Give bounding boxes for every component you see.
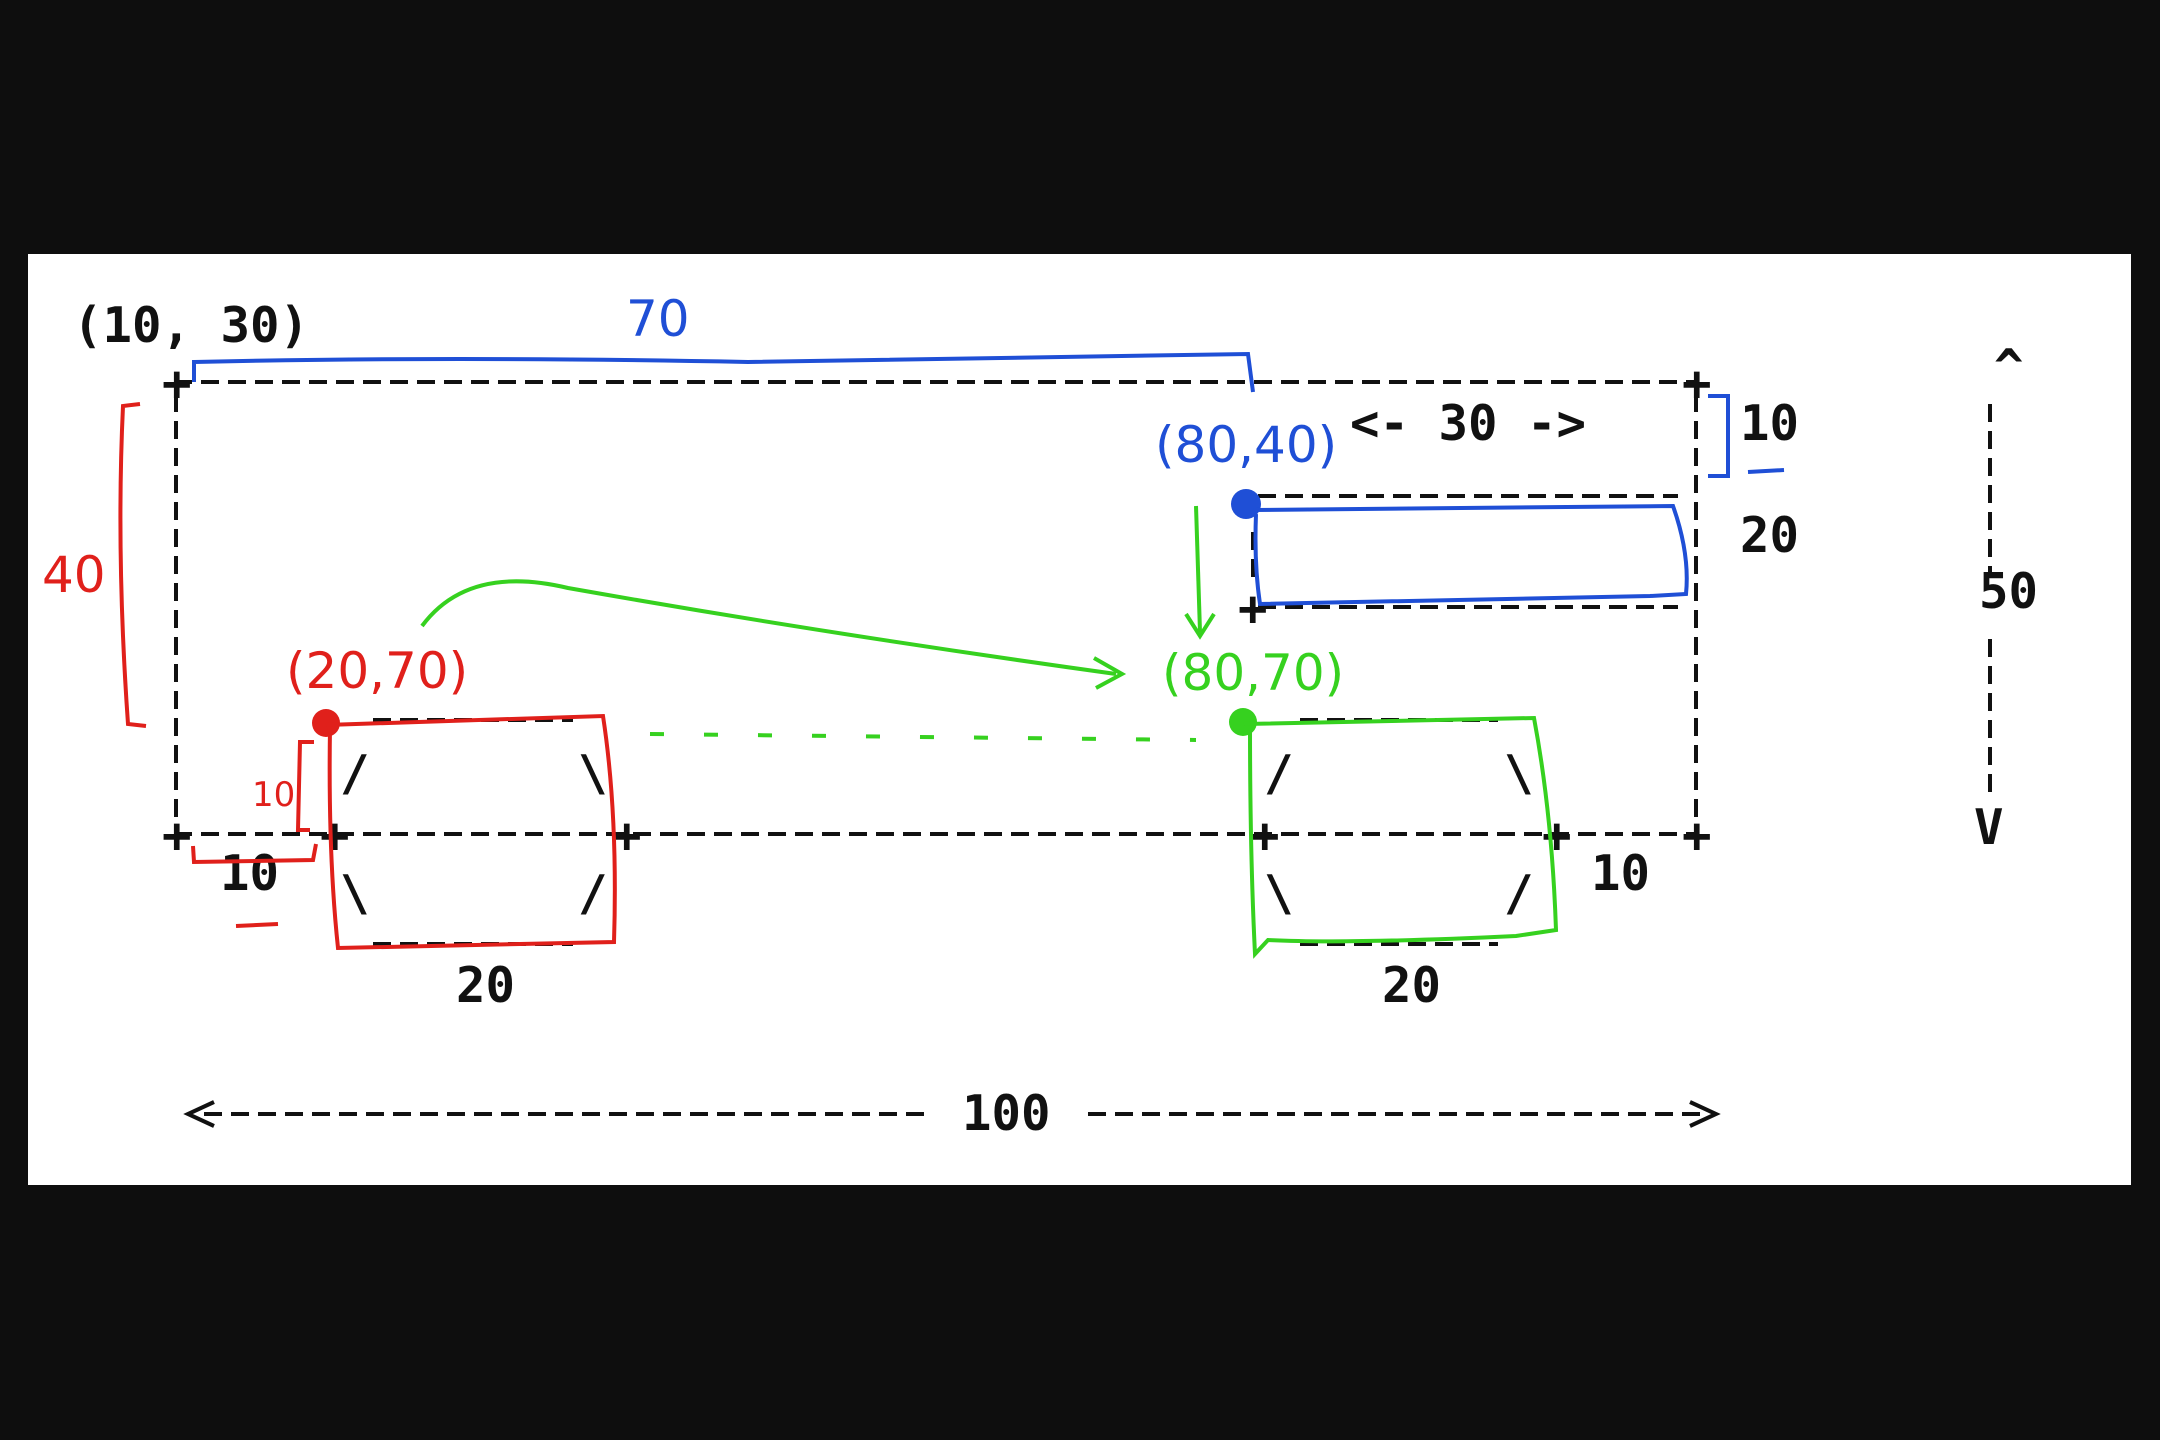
slash: \ [578, 745, 608, 802]
slash: / [340, 745, 370, 802]
slash: / [1504, 865, 1534, 922]
ten-underline [235, 922, 279, 928]
red-point-label: (20,70) [286, 642, 468, 700]
translation-dotted-line [649, 732, 1197, 742]
blue-point-label: (80,40) [1155, 416, 1337, 474]
bottom-ten-bracket [191, 843, 318, 865]
ten-underline [1747, 468, 1785, 474]
corner-plus: + [162, 355, 192, 412]
corner-plus: + [162, 807, 192, 864]
red-annotations: 40 (20,70) 10 [42, 402, 617, 951]
slash: / [1264, 745, 1294, 802]
horizontal-dimension-hundred [183, 1100, 1721, 1128]
green-annotations: (80,70) [420, 505, 1559, 959]
green-point-label: (80,70) [1162, 644, 1344, 702]
left-wheel-ascii: / \ \ / [340, 718, 608, 946]
left-wheel-width-label: 20 [456, 957, 515, 1014]
up-arrow-glyph: ^ [1994, 339, 2024, 396]
vertical-dimension-fifty: ^ V [1974, 339, 2024, 856]
left-wheel-outline [325, 713, 617, 951]
slash: \ [1504, 745, 1534, 802]
ten-bracket [1708, 394, 1730, 478]
seventy-label: 70 [626, 290, 690, 348]
corner-plus: + [612, 807, 642, 864]
down-arrow-glyph: V [1974, 799, 2004, 856]
left-ten-label: 10 [220, 845, 279, 902]
total-width-label: 100 [962, 1085, 1051, 1142]
move-arrow-head [1093, 656, 1127, 690]
fifty-label: 50 [1979, 563, 2038, 620]
blue-point-marker [1231, 489, 1261, 519]
slash: \ [340, 865, 370, 922]
blue-rectangle-outline [1253, 503, 1689, 607]
right-wheel-ten-label: 10 [1591, 845, 1650, 902]
thirty-dimension-label: <- 30 -> [1350, 395, 1586, 452]
right-ten-label: 10 [1740, 395, 1799, 452]
corner-plus: + [320, 807, 350, 864]
origin-label: (10, 30) [73, 297, 309, 354]
down-arrow-head [1184, 612, 1216, 640]
seventy-bracket [192, 351, 1255, 393]
layout-diagram: + + + + + + + + + / \ \ / / \ \ / ^ V [42, 290, 2038, 1142]
corner-plus: + [1238, 580, 1268, 637]
twenty-label: 20 [1740, 507, 1799, 564]
down-arrow-shaft [1194, 505, 1202, 633]
right-arrowhead [1689, 1100, 1721, 1128]
corner-plus: + [1682, 355, 1712, 412]
small-ten-bracket [295, 740, 314, 832]
right-wheel-ascii: / \ \ / [1264, 718, 1534, 946]
slash: \ [1264, 865, 1294, 922]
corner-plus: + [1250, 807, 1280, 864]
inner-rectangle: + [1238, 494, 1678, 637]
left-arrowhead [183, 1100, 215, 1128]
slash: / [578, 865, 608, 922]
small-ten-label: 10 [252, 775, 295, 815]
right-wheel-width-label: 20 [1382, 957, 1441, 1014]
move-arrow-curve [420, 579, 1117, 676]
diagram-canvas: + + + + + + + + + / \ \ / / \ \ / ^ V [28, 254, 2131, 1185]
blue-annotations: 70 (80,40) [192, 290, 1785, 607]
forty-label: 40 [42, 546, 106, 604]
corner-plus: + [1682, 807, 1712, 864]
right-wheel-outline [1243, 715, 1559, 959]
forty-bracket [118, 402, 147, 728]
